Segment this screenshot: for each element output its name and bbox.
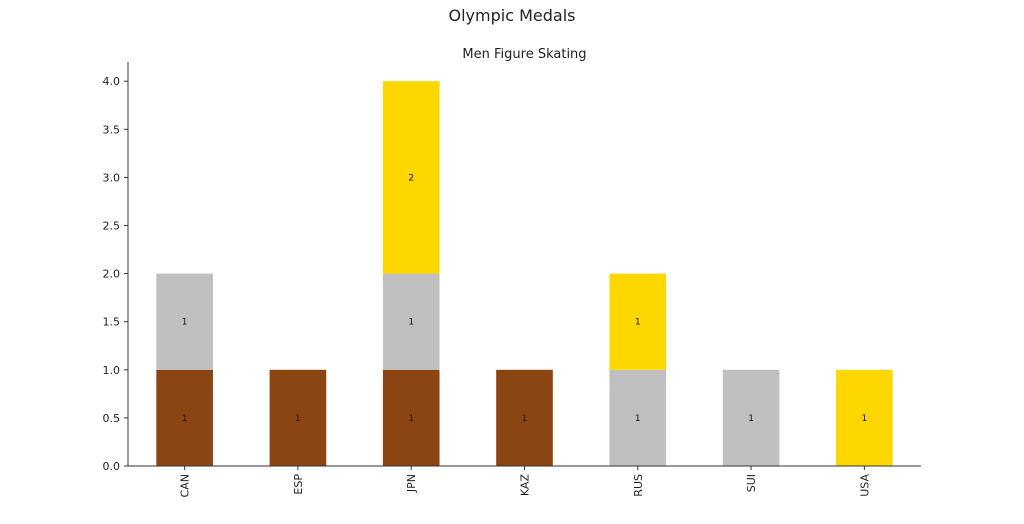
x-tick-label-kaz: KAZ (519, 474, 532, 497)
bar-label-kaz-segment-0: 1 (522, 414, 528, 424)
bar-label-jpn-segment-0: 1 (408, 414, 414, 424)
figure-title: Olympic Medals (448, 6, 576, 25)
x-tick-label-jpn: JPN (405, 474, 418, 493)
y-tick-label: 0.5 (103, 412, 121, 425)
x-tick-label-rus: RUS (632, 474, 645, 497)
bar-label-rus-segment-2: 1 (635, 318, 641, 328)
bar-can-segment-0 (156, 369, 213, 466)
bar-kaz-segment-0 (496, 369, 553, 466)
y-tick-label: 4.0 (103, 75, 121, 88)
y-tick-label: 2.5 (103, 220, 121, 233)
bar-rus-segment-2 (609, 273, 667, 370)
bar-jpn-segment-1 (382, 273, 440, 370)
bars-layer (156, 81, 893, 466)
x-tick-label-usa: USA (858, 474, 871, 497)
y-tick-label: 1.5 (103, 316, 121, 329)
bar-label-jpn-segment-2: 2 (408, 173, 414, 183)
bar-label-can-segment-0: 1 (182, 414, 188, 424)
bar-rus-segment-1 (609, 369, 667, 466)
bar-esp-segment-0 (269, 369, 327, 466)
bar-label-rus-segment-1: 1 (635, 414, 641, 424)
bar-label-esp-segment-0: 1 (295, 414, 301, 424)
axes-layer: CAN ESP JPN KAZ RUS SUI USA 0.0 0.5 1.0 1.5 2.0 2.5 3… (103, 62, 921, 497)
bar-usa-segment-2 (836, 369, 893, 466)
bar-label-jpn-segment-1: 1 (408, 318, 414, 328)
bar-labels-layer: 1 1 1 1 1 2 1 1 1 1 1 (182, 173, 867, 423)
x-tick-label-sui: SUI (745, 474, 758, 492)
y-tick-label: 3.5 (103, 123, 121, 136)
y-tick-label: 0.0 (103, 460, 121, 473)
bar-label-usa-segment-2: 1 (861, 414, 867, 424)
y-tick-label: 3.0 (103, 171, 121, 184)
bar-label-sui-segment-1: 1 (748, 414, 754, 424)
y-tick-label: 2.0 (103, 268, 121, 281)
x-tick-label-can: CAN (179, 474, 192, 497)
chart-title: Men Figure Skating (462, 47, 586, 62)
bar-label-can-segment-1: 1 (182, 318, 188, 328)
bar-sui-segment-1 (722, 369, 780, 466)
x-tick-label-esp: ESP (292, 474, 305, 495)
bar-jpn-segment-2 (382, 81, 440, 274)
bar-jpn-segment-0 (382, 369, 440, 466)
y-tick-label: 1.0 (103, 364, 121, 377)
bar-can-segment-1 (156, 273, 213, 370)
